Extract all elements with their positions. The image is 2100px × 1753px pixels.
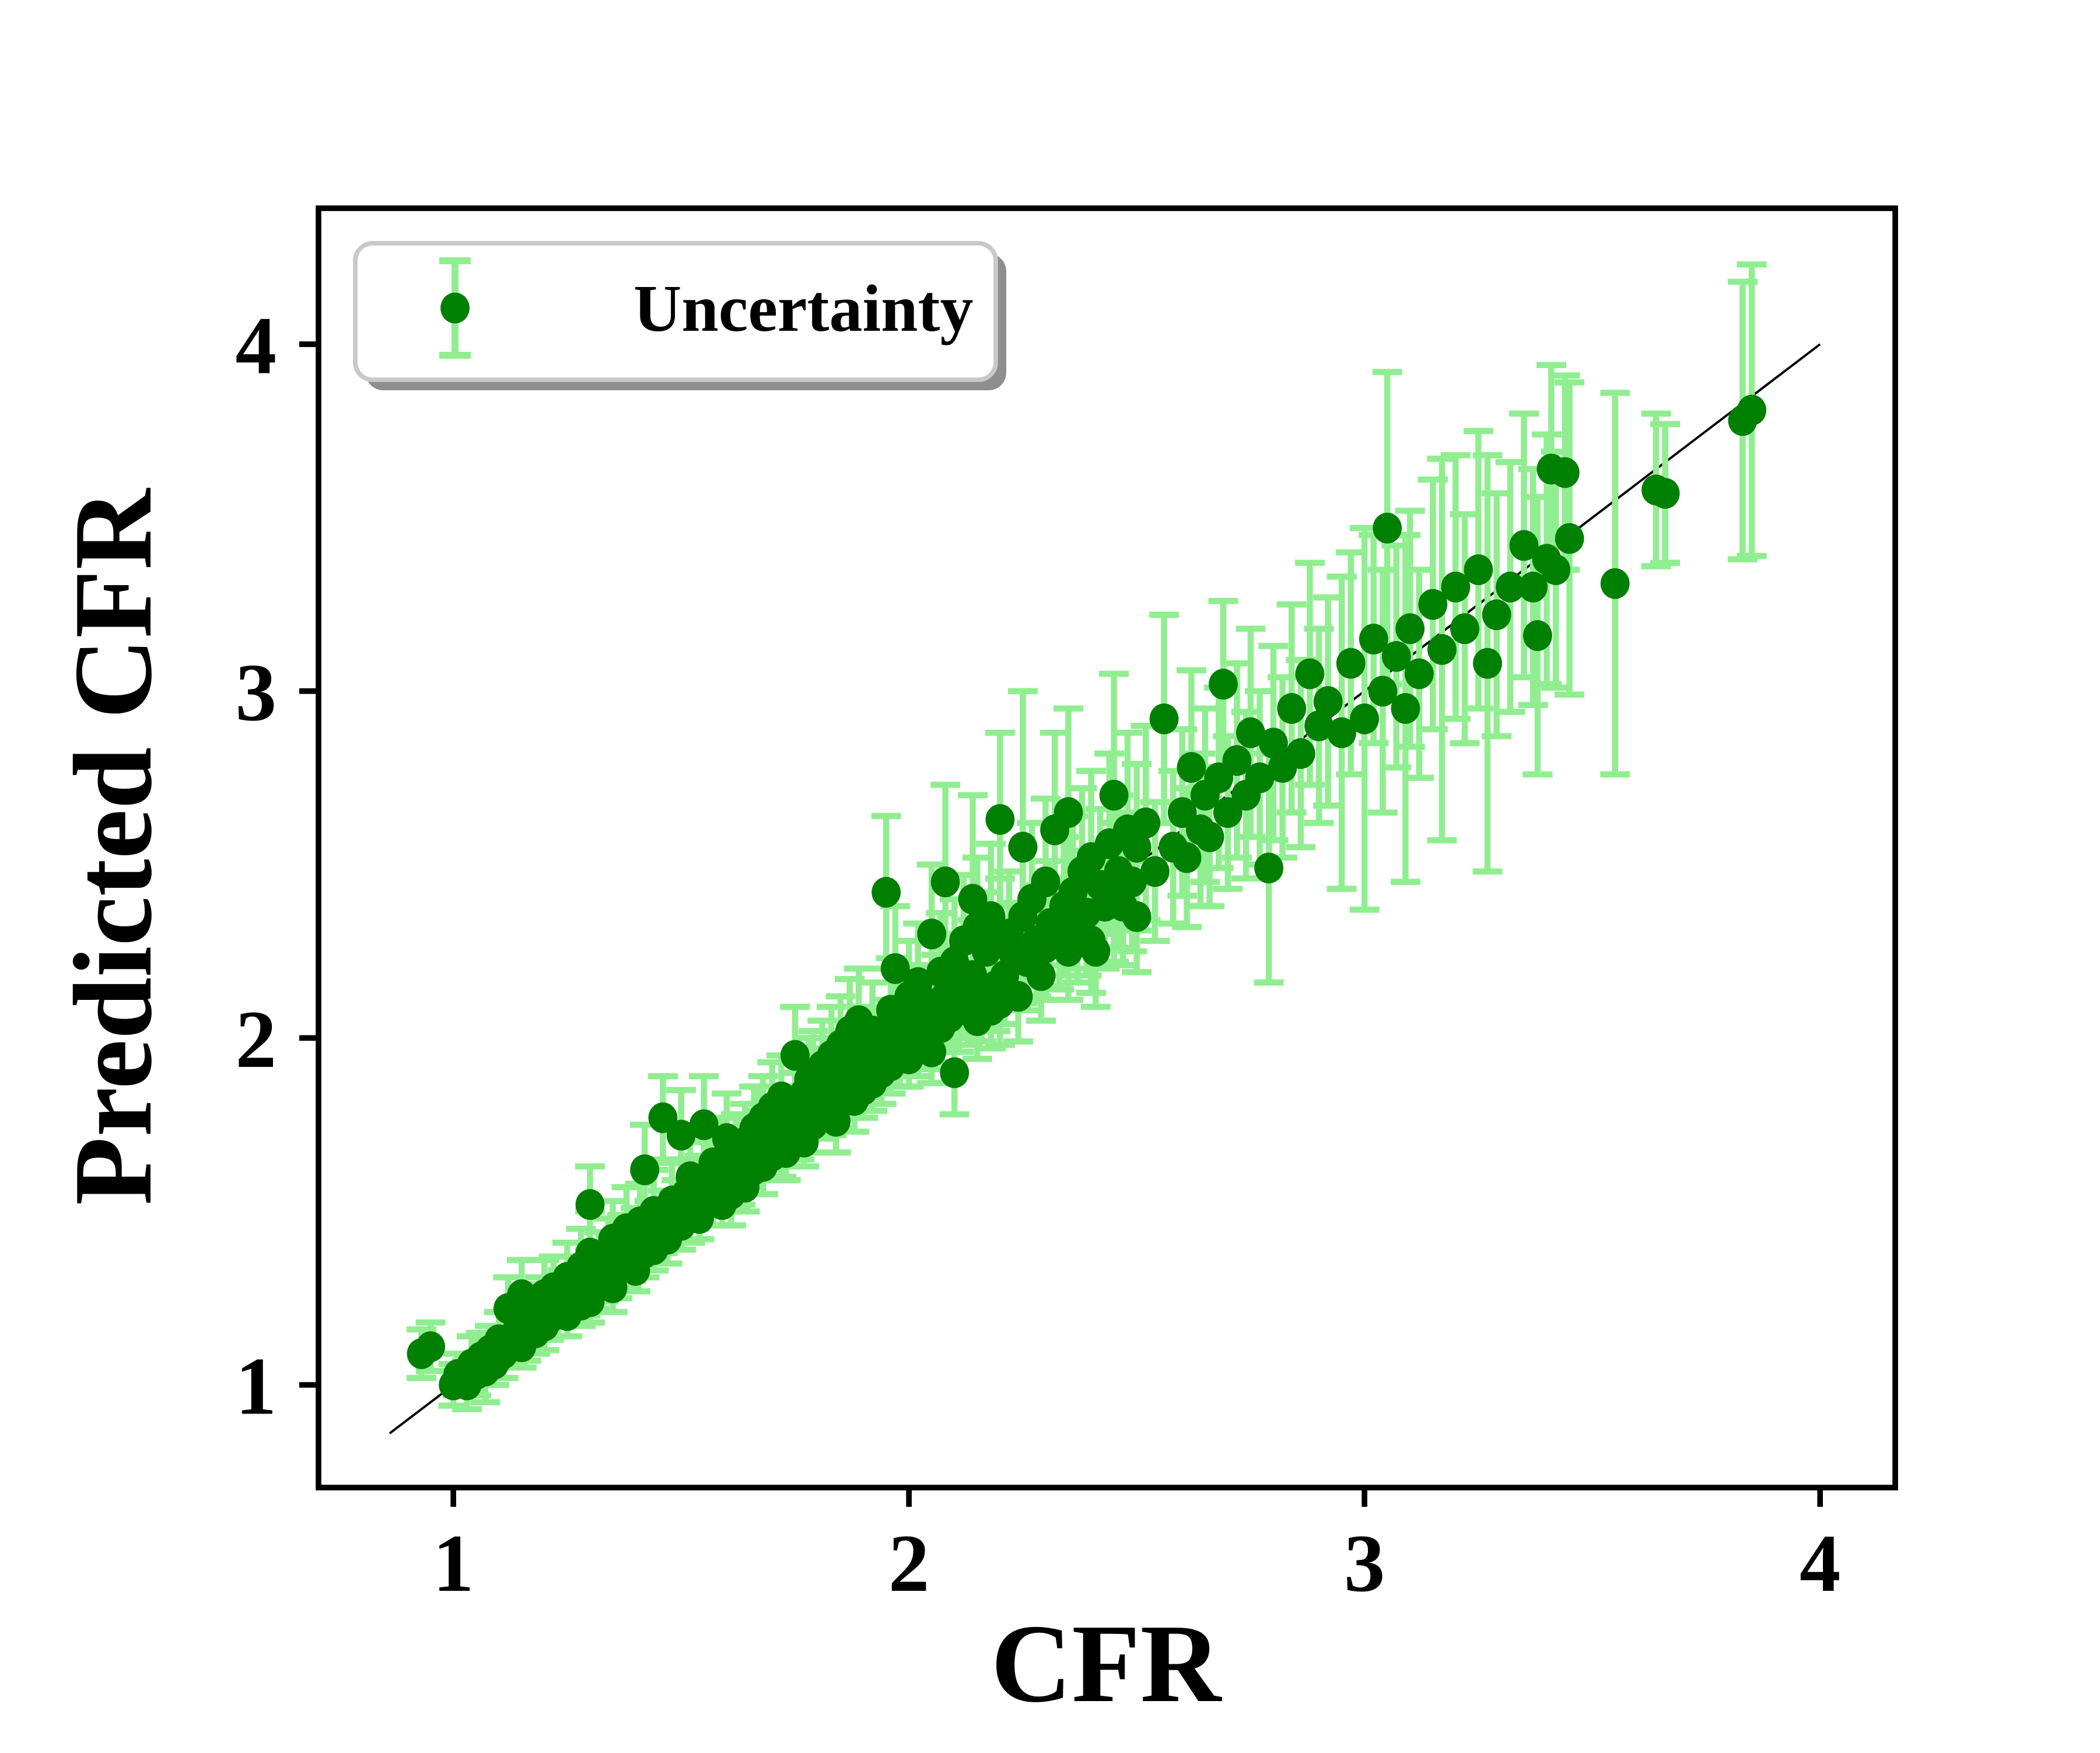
data-point bbox=[1304, 710, 1334, 741]
data-point bbox=[1054, 936, 1083, 967]
x-tick-label: 3 bbox=[1344, 1518, 1385, 1609]
data-point bbox=[880, 953, 910, 984]
data-point bbox=[903, 967, 933, 998]
data-point bbox=[1140, 856, 1170, 887]
legend-label: Uncertainty bbox=[634, 271, 974, 345]
data-point bbox=[1450, 613, 1479, 645]
data-point bbox=[1650, 478, 1680, 509]
data-point bbox=[930, 866, 960, 898]
legend-marker-dot bbox=[440, 292, 470, 324]
data-point bbox=[1541, 554, 1571, 586]
data-point bbox=[1391, 693, 1420, 724]
data-point bbox=[1427, 634, 1457, 665]
data-point bbox=[1381, 641, 1411, 672]
data-point bbox=[1441, 571, 1471, 603]
data-point bbox=[1236, 717, 1265, 748]
data-point bbox=[416, 1331, 446, 1362]
data-point bbox=[872, 877, 901, 908]
data-point bbox=[1600, 568, 1630, 599]
data-point bbox=[1464, 554, 1493, 586]
data-point bbox=[1054, 797, 1083, 828]
y-tick-label: 2 bbox=[236, 994, 277, 1085]
data-point bbox=[1418, 589, 1448, 620]
data-point bbox=[630, 1154, 660, 1185]
data-point bbox=[1008, 831, 1038, 863]
data-point bbox=[689, 1109, 719, 1140]
data-point bbox=[1254, 852, 1284, 884]
data-point bbox=[1555, 523, 1584, 554]
x-tick-label: 4 bbox=[1800, 1518, 1841, 1609]
data-point bbox=[1395, 613, 1425, 645]
data-point bbox=[1350, 703, 1380, 734]
data-point bbox=[1518, 571, 1548, 603]
data-point bbox=[1003, 981, 1033, 1012]
y-tick-label: 1 bbox=[236, 1341, 277, 1432]
data-point bbox=[1496, 571, 1525, 603]
data-point bbox=[1245, 762, 1275, 793]
data-point bbox=[1099, 779, 1129, 811]
data-point bbox=[1195, 821, 1224, 852]
data-point bbox=[917, 1036, 947, 1068]
data-point bbox=[1482, 599, 1511, 631]
plot-frame bbox=[316, 205, 1898, 1490]
data-point bbox=[1509, 530, 1539, 561]
data-point bbox=[917, 918, 947, 950]
data-point bbox=[1368, 676, 1398, 707]
x-axis-label: CFR bbox=[991, 1601, 1223, 1726]
data-point bbox=[1131, 807, 1161, 839]
data-point bbox=[1404, 658, 1434, 690]
data-point bbox=[1523, 620, 1552, 651]
legend-box bbox=[353, 241, 998, 382]
data-point bbox=[1295, 658, 1325, 690]
data-point bbox=[1259, 727, 1288, 759]
data-point bbox=[1327, 717, 1356, 748]
data-point bbox=[1359, 624, 1388, 655]
data-point bbox=[1149, 703, 1179, 734]
data-point bbox=[1122, 901, 1152, 932]
data-point bbox=[1277, 693, 1307, 724]
y-axis-label: Predicted CFR bbox=[51, 488, 175, 1205]
data-point bbox=[1081, 936, 1111, 967]
y-tick-label: 3 bbox=[236, 647, 277, 738]
data-point bbox=[666, 1119, 696, 1151]
data-point bbox=[985, 804, 1015, 835]
data-point bbox=[1373, 512, 1402, 544]
y-tick-label: 4 bbox=[236, 300, 277, 391]
data-points-group bbox=[407, 394, 1766, 1401]
legend-errorbar-sample bbox=[439, 257, 471, 359]
data-point bbox=[1737, 394, 1766, 426]
data-point bbox=[940, 1057, 970, 1089]
legend: Uncertainty bbox=[353, 241, 1006, 390]
data-point bbox=[575, 1189, 605, 1220]
data-point bbox=[780, 1040, 810, 1071]
data-point bbox=[1031, 866, 1060, 898]
x-axis-ticks: 1 2 3 4 bbox=[433, 1488, 1840, 1609]
data-point bbox=[1172, 842, 1202, 873]
data-point bbox=[1286, 738, 1315, 769]
data-point bbox=[1122, 831, 1152, 863]
data-point bbox=[1209, 669, 1238, 700]
data-point bbox=[1336, 648, 1366, 679]
data-point bbox=[1222, 745, 1252, 776]
data-point bbox=[1177, 752, 1206, 783]
x-tick-label: 1 bbox=[433, 1518, 474, 1609]
y-axis-ticks: 1 2 3 4 bbox=[236, 300, 318, 1432]
data-point bbox=[1313, 686, 1343, 717]
x-tick-label: 2 bbox=[888, 1518, 930, 1609]
data-point bbox=[1473, 648, 1502, 679]
data-point bbox=[1117, 866, 1147, 898]
data-point bbox=[1550, 457, 1580, 488]
data-point bbox=[1026, 960, 1056, 991]
